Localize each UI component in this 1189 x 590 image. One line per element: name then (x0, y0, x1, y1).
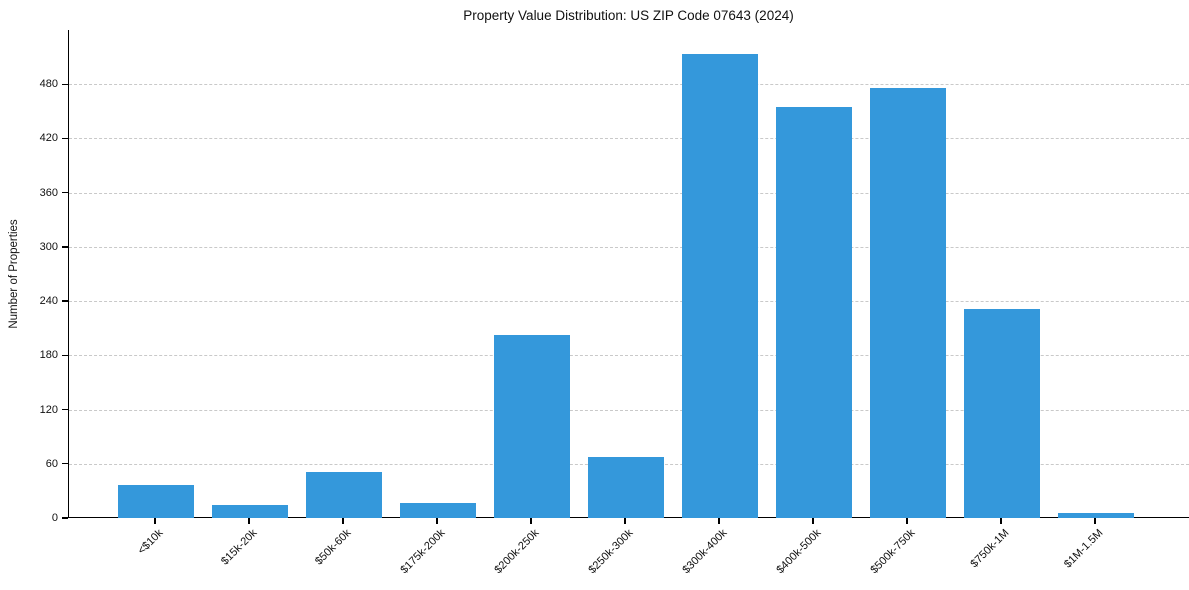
y-tick-label-300: 300 (39, 240, 58, 253)
y-tick-label-420: 420 (39, 132, 58, 145)
y-tick-label-360: 360 (39, 186, 58, 199)
x-tick-mark-$50k-60k (342, 518, 344, 524)
bar-$1M-1.5M (1058, 513, 1134, 518)
gridline-y-420 (69, 138, 1189, 140)
x-tick-label-$400k-500k: $400k-500k (774, 527, 824, 577)
y-tick-mark-420 (62, 137, 68, 140)
x-tick-mark-$400k-500k (812, 518, 814, 524)
bar-$15k-20k (212, 505, 288, 518)
x-tick-mark-$250k-300k (624, 518, 626, 524)
bar-$200k-250k (494, 335, 570, 518)
y-tick-label-120: 120 (39, 403, 58, 416)
y-tick-mark-180 (62, 354, 68, 357)
bar-$175k-200k (400, 502, 476, 518)
x-tick-label-$200k-250k: $200k-250k (492, 527, 542, 577)
y-tick-mark-300 (62, 246, 68, 248)
x-tick-label-$750k-1M: $750k-1M (968, 527, 1012, 571)
bar-$300k-400k (682, 54, 758, 518)
gridline-y-180 (69, 355, 1189, 357)
x-tick-mark-$750k-1M (1000, 518, 1002, 524)
bar-$50k-60k (306, 471, 382, 518)
y-tick-label-240: 240 (39, 295, 58, 308)
bar-$250k-300k (588, 457, 664, 518)
gridline-y-480 (69, 84, 1189, 86)
x-tick-label-<$10k: <$10k (135, 527, 166, 557)
gridline-y-300 (69, 246, 1189, 248)
bar-<$10k (118, 485, 194, 518)
x-tick-mark-$175k-200k (436, 518, 438, 524)
x-tick-mark-$200k-250k (530, 518, 532, 524)
x-tick-mark-$1M-1.5M (1094, 518, 1096, 524)
x-tick-mark-$300k-400k (718, 518, 720, 524)
gridline-y-120 (69, 409, 1189, 411)
x-tick-mark-$500k-750k (906, 518, 908, 524)
y-tick-label-60: 60 (45, 457, 58, 470)
x-tick-label-$175k-200k: $175k-200k (398, 527, 448, 577)
x-tick-mark-$15k-20k (248, 518, 250, 524)
y-tick-mark-120 (62, 408, 68, 411)
bar-$400k-500k (776, 106, 852, 518)
y-tick-mark-0 (62, 517, 68, 519)
gridline-y-240 (69, 301, 1189, 303)
x-tick-label-$50k-60k: $50k-60k (312, 527, 354, 568)
y-axis-label: Number of Properties (8, 219, 20, 329)
y-tick-label-480: 480 (39, 78, 58, 91)
y-tick-mark-60 (62, 463, 68, 465)
plot-area (68, 30, 1189, 518)
gridline-y-360 (69, 192, 1189, 194)
x-tick-label-$500k-750k: $500k-750k (868, 527, 918, 577)
bar-$500k-750k (870, 87, 946, 518)
x-tick-label-$1M-1.5M: $1M-1.5M (1061, 527, 1106, 571)
x-tick-label-$300k-400k: $300k-400k (680, 527, 730, 577)
bar-$750k-1M (964, 309, 1040, 518)
y-tick-mark-360 (62, 191, 68, 194)
y-tick-label-180: 180 (39, 349, 58, 362)
y-tick-mark-480 (62, 83, 68, 85)
x-tick-mark-<$10k (154, 518, 156, 524)
x-tick-label-$250k-300k: $250k-300k (586, 527, 636, 577)
y-tick-mark-240 (62, 300, 68, 302)
chart-title: Property Value Distribution: US ZIP Code… (463, 8, 794, 23)
x-tick-label-$15k-20k: $15k-20k (218, 527, 260, 568)
y-tick-label-0: 0 (51, 512, 58, 524)
